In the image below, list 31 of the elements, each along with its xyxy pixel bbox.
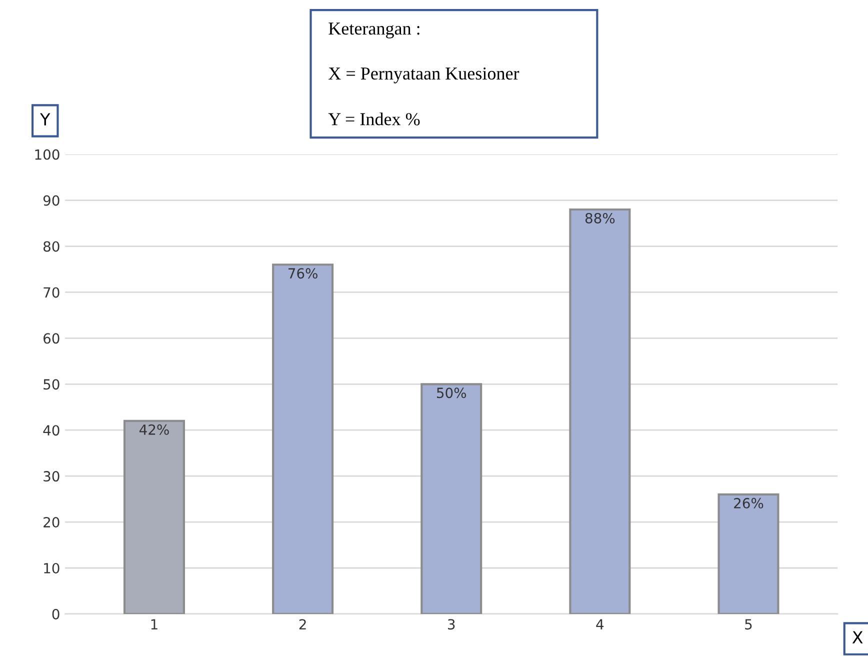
x-tick-label: 2 [299,619,306,630]
y-tick-label: 30 [44,471,60,482]
y-tick-label: 60 [44,333,60,344]
y-tick-label: 50 [44,379,60,390]
data-label: 88% [585,212,615,224]
y-tick-label: 40 [43,425,60,436]
x-tick-label: 4 [596,619,604,630]
y-tick-label: 80 [44,241,60,252]
data-label: 42% [139,424,169,435]
y-tick-label: 0 [52,608,60,620]
bar [272,264,334,614]
x-tick-label: 3 [448,619,455,630]
text: Keterangan : [328,22,420,38]
y-tick-label: 90 [43,195,60,206]
data-label: 50% [436,388,466,398]
text: Y = Index % [328,112,420,126]
y-tick-label: 70 [44,287,60,298]
y-tick-label: 20 [44,517,60,528]
data-label: 76% [288,268,318,279]
y-tick-label: 10 [44,562,60,574]
text: X = Pernyataan Kuesioner [328,67,520,84]
bar [123,420,185,614]
y-axis-title: Y [40,113,50,126]
data-label: 26% [734,498,764,508]
y-tick-label: 100 [35,149,60,160]
bar [420,383,482,614]
x-tick-label: 5 [745,619,752,630]
bar [569,208,631,614]
bar [718,493,780,614]
x-axis-title: X [852,631,863,644]
x-tick-label: 1 [151,619,158,630]
